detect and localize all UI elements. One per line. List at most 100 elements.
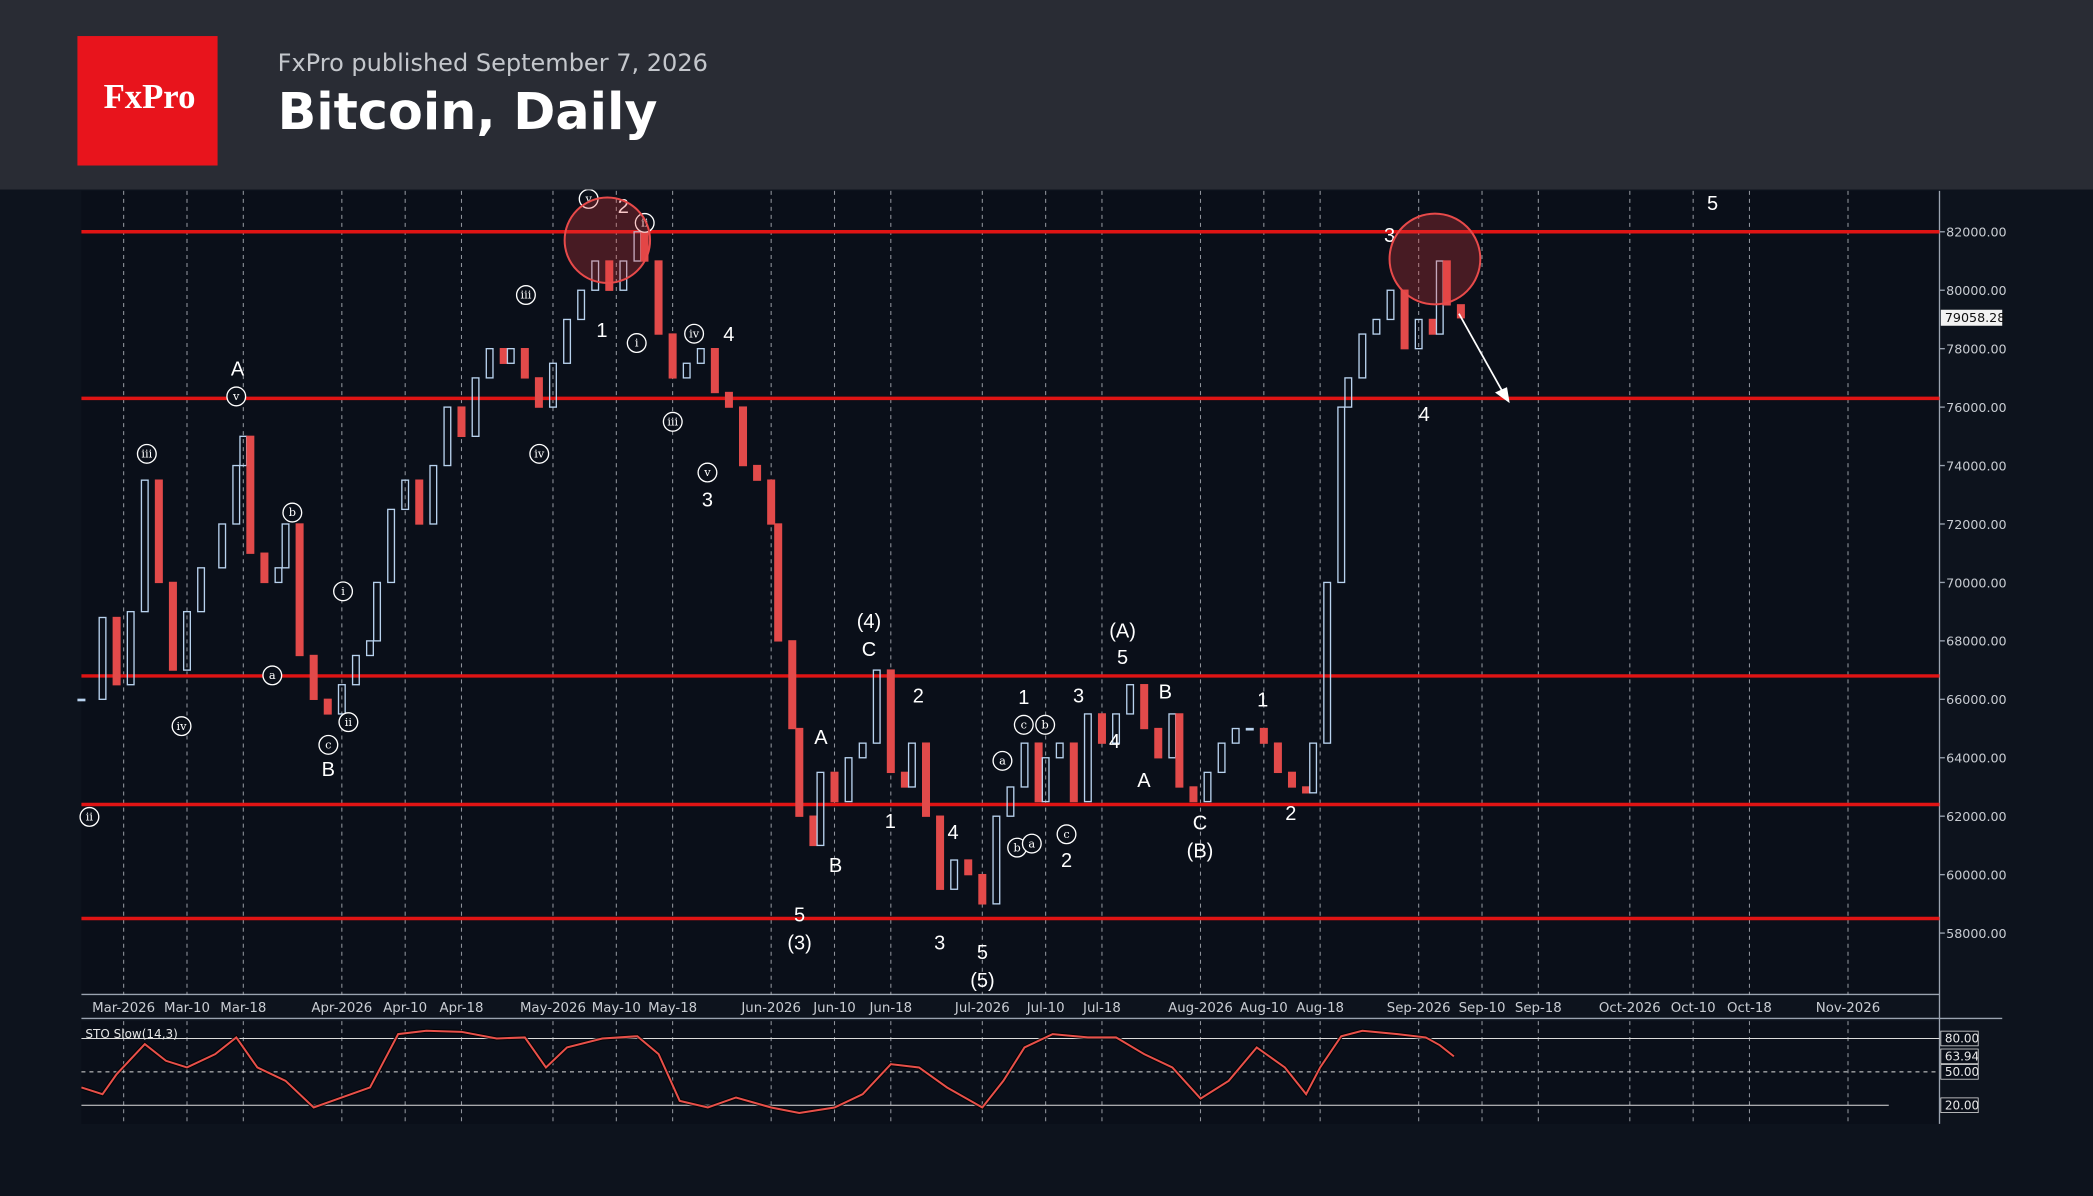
candle [168, 581, 177, 671]
candle [365, 640, 374, 657]
x-tick-label: Oct-10 [1671, 1001, 1716, 1016]
x-tick-label: Nov-2026 [1816, 1001, 1880, 1016]
wave-circle [529, 443, 550, 464]
wave-label: 1 [1257, 690, 1268, 712]
candle [1203, 771, 1212, 803]
wave-circle [338, 712, 359, 733]
candle [739, 406, 748, 467]
candle [443, 406, 452, 467]
wave-label: 1 [885, 811, 896, 833]
title: Bitcoin, Daily [278, 82, 658, 141]
wave-label: A [231, 359, 245, 381]
candle [809, 815, 818, 847]
x-tick-label: Sep-10 [1459, 1001, 1506, 1016]
wave-label: v [703, 465, 711, 479]
candle [309, 654, 318, 700]
wave-label: ii [86, 810, 94, 824]
candle [591, 260, 600, 291]
candle [1097, 713, 1106, 744]
candle [907, 742, 916, 788]
wave-label: B [1159, 682, 1172, 704]
wave-label: C [862, 639, 876, 661]
wave-circle [136, 443, 157, 464]
wave-label: c [325, 737, 331, 751]
wave-circle [634, 212, 655, 233]
candle [767, 479, 776, 525]
wave-label: ii [345, 715, 353, 729]
candle [1273, 742, 1282, 774]
wave-label: 4 [723, 324, 734, 346]
candle [992, 815, 1001, 905]
wave-label: i [635, 336, 639, 350]
wave-label: (4) [857, 611, 881, 633]
highlight-circle [1388, 212, 1482, 306]
wave-label: 3 [702, 490, 713, 512]
x-tick-label: Apr-10 [383, 1001, 427, 1016]
x-tick-label: Apr-18 [439, 1001, 483, 1016]
y-tick-label: 80.00 [1945, 1032, 1979, 1046]
candle [654, 260, 663, 335]
wave-label: B [829, 855, 842, 877]
y-tick-label: 64000.00 [1946, 751, 2006, 766]
y-tick-label: 58000.00 [1946, 926, 2006, 941]
candle [1006, 786, 1015, 817]
wave-label: C [1193, 813, 1207, 835]
wave-label: 5 [977, 942, 988, 964]
candle [1217, 742, 1226, 774]
wave-circle [318, 734, 339, 755]
candle [795, 727, 804, 817]
candle [1287, 771, 1296, 788]
x-tick-label: Aug-10 [1240, 1001, 1288, 1016]
candle [98, 616, 107, 700]
wave-label: b [1014, 840, 1021, 854]
wave-label: 4 [947, 822, 958, 844]
candle [274, 567, 283, 584]
wave-circle [684, 323, 705, 344]
wave-label: 3 [1384, 225, 1395, 247]
candle [1442, 260, 1451, 306]
x-tick-label: Oct-2026 [1599, 1001, 1661, 1016]
candle [534, 377, 543, 408]
candle [140, 479, 149, 613]
sto-line [81, 1029, 1455, 1114]
wave-label: 1 [596, 320, 607, 342]
wave-circle [226, 386, 247, 407]
candle [351, 654, 360, 686]
wave-label: 2 [1285, 803, 1296, 825]
wave-label: b [1042, 717, 1049, 731]
candle [197, 567, 206, 613]
price-panel [81, 190, 1940, 995]
forecast-arrow [1458, 313, 1504, 393]
wave-circle [282, 502, 303, 523]
wave-label: c [1063, 827, 1069, 841]
published: FxPro published September 7, 2026 [278, 49, 708, 77]
candle [1189, 786, 1198, 803]
x-tick-label: May-18 [648, 1001, 697, 1016]
candle [1323, 581, 1332, 744]
candle [788, 640, 797, 730]
wave-label: A [1137, 770, 1151, 792]
candle [1175, 713, 1184, 788]
wave-circle [697, 462, 718, 483]
candle [668, 333, 677, 379]
y-tick-label: 70000.00 [1946, 575, 2006, 590]
candle [1126, 684, 1135, 715]
header-bar [0, 0, 2093, 190]
wave-label: iv [689, 326, 700, 340]
candle [1020, 742, 1029, 788]
plot: Mar-2026 Mar-10 Mar-18 Apr-2026 Apr-10 Apr-18… [77, 188, 2007, 1124]
wave-label: 3 [1073, 686, 1084, 708]
logo-text: FxPro [104, 77, 196, 116]
candle [485, 348, 494, 379]
y-tick-label: 74000.00 [1946, 458, 2006, 473]
candle [1259, 727, 1268, 744]
candle [1302, 786, 1311, 794]
x-tick-label: Aug-2026 [1168, 1001, 1233, 1016]
x-tick-label: Mar-18 [220, 1001, 266, 1016]
candle [978, 873, 987, 905]
tick-box [1940, 1064, 1979, 1080]
last-price-label: 79058.28 [1945, 310, 2005, 325]
wave-label: 4 [1419, 404, 1430, 426]
candle [710, 348, 719, 394]
